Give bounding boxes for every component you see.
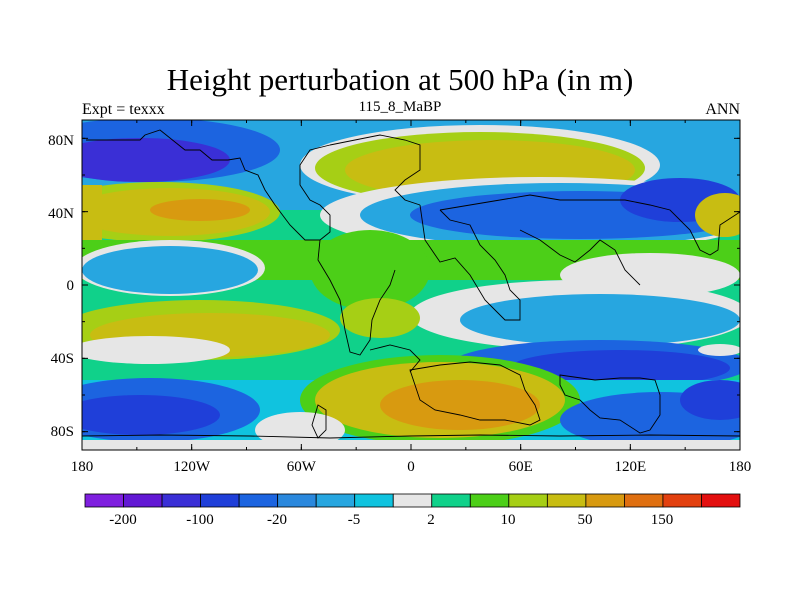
- colorbar-label: -20: [267, 512, 287, 528]
- colorbar-swatch: [277, 493, 317, 508]
- coastlines: [82, 129, 740, 439]
- period-label: 115_8_MaBP: [358, 99, 442, 115]
- colorbar-label: 150: [651, 512, 674, 528]
- colorbar-swatch: [392, 493, 433, 508]
- colorbar-swatch: [662, 493, 702, 508]
- colorbar-label: 50: [578, 512, 593, 528]
- colorbar-swatch: [161, 493, 201, 508]
- colorbar-swatch: [585, 493, 625, 508]
- x-axis: 180 120W 60W 0 60E 120E 180: [71, 459, 752, 475]
- experiment-label: Expt = texxx: [82, 101, 165, 118]
- colorbar-swatch: [354, 493, 394, 508]
- colorbar-label: 10: [501, 512, 516, 528]
- season-label: ANN: [705, 101, 740, 118]
- axis-ticks: [81, 120, 741, 450]
- colorbar: [84, 493, 741, 508]
- x-tick-label: 120E: [614, 459, 646, 475]
- x-tick-label: 180: [71, 459, 94, 475]
- y-tick-label: 40N: [48, 206, 74, 222]
- y-axis: 80N 40N 0 40S 80S: [48, 133, 74, 440]
- colorbar-label: -5: [348, 512, 361, 528]
- x-tick-label: 60E: [509, 459, 533, 475]
- colorbar-label: 2: [427, 512, 435, 528]
- height-field: [82, 120, 740, 450]
- x-tick-label: 120W: [173, 459, 211, 475]
- colorbar-swatch: [238, 493, 279, 508]
- colorbar-swatch: [624, 493, 664, 508]
- colorbar-label: -200: [109, 512, 137, 528]
- colorbar-label: -100: [186, 512, 214, 528]
- colorbar-labels: -200 -100 -20 -5 2 10 50 150: [109, 512, 673, 528]
- x-tick-label: 180: [729, 459, 752, 475]
- colorbar-swatch: [431, 493, 471, 508]
- colorbar-swatch: [546, 493, 587, 508]
- y-tick-label: 80S: [51, 424, 74, 440]
- y-tick-label: 80N: [48, 133, 74, 149]
- y-tick-label: 40S: [51, 351, 74, 367]
- colorbar-swatch: [701, 493, 741, 508]
- colorbar-swatch: [508, 493, 548, 508]
- x-tick-label: 0: [407, 459, 415, 475]
- colorbar-swatch: [200, 493, 240, 508]
- y-tick-label: 0: [67, 278, 75, 294]
- colorbar-swatch: [84, 493, 124, 508]
- chart-title: Height perturbation at 500 hPa (in m): [166, 62, 634, 97]
- colorbar-swatch: [315, 493, 356, 508]
- colorbar-swatch: [123, 493, 163, 508]
- x-tick-label: 60W: [287, 459, 317, 475]
- colorbar-swatch: [469, 493, 510, 508]
